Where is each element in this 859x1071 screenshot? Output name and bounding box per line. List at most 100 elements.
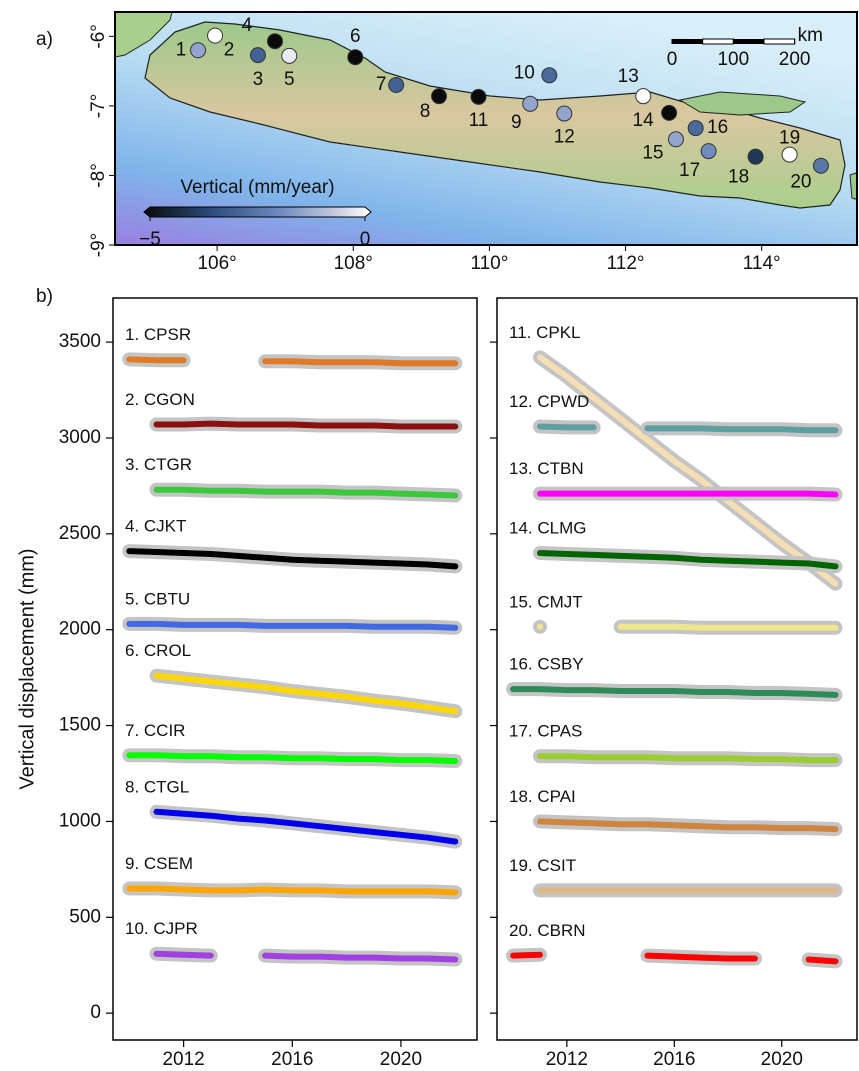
y-tick-label: -7° [88, 94, 109, 119]
series-label: 2. CGON [125, 390, 195, 409]
x-tick-label: 110° [470, 253, 508, 274]
series-label: 3. CTGR [125, 455, 192, 474]
station-label: 3 [253, 69, 264, 90]
x-tick-label: 112° [607, 253, 645, 274]
station [208, 28, 223, 43]
y-tick-label: -8° [88, 163, 109, 188]
figure: a)106°108°110°112°114°-6°-7°-8°-9°Vertic… [0, 0, 859, 1071]
series-label: 7. CCIR [125, 721, 185, 740]
colorbar-tick-label: −5 [139, 229, 161, 250]
series-label: 12. CPWD [509, 392, 589, 411]
x-tick-label: 2020 [380, 1049, 422, 1070]
series-label: 11. CPKL [509, 323, 581, 342]
y-tick-label: 1000 [59, 810, 101, 831]
station [471, 89, 486, 104]
y-tick-label: -6° [88, 24, 109, 49]
x-tick-label: 108° [334, 253, 373, 274]
colorbar-label: Vertical (mm/year) [180, 177, 334, 198]
station [701, 144, 716, 159]
series-line [157, 424, 456, 427]
panel-label: a) [36, 29, 53, 50]
scalebar-unit: km [798, 25, 823, 46]
station [432, 89, 447, 104]
station [542, 68, 557, 83]
scalebar-label: 0 [667, 49, 678, 70]
station-label: 5 [284, 69, 295, 90]
x-tick-label: 2016 [653, 1049, 695, 1070]
station-label: 14 [633, 110, 655, 131]
station-label: 18 [728, 167, 749, 188]
panel-label: b) [36, 286, 53, 307]
series-line [540, 494, 836, 495]
series-line [540, 756, 836, 760]
station-label: 6 [350, 26, 361, 47]
scalebar-segment [764, 39, 795, 44]
y-axis-label: Vertical displacement (mm) [16, 548, 38, 789]
station-label: 19 [779, 128, 800, 149]
series-line [129, 889, 455, 893]
series-line [540, 627, 836, 628]
station [191, 43, 206, 58]
x-tick-label: 2012 [162, 1049, 204, 1070]
station-label: 1 [176, 39, 187, 60]
x-tick-label: 106° [197, 253, 236, 274]
y-tick-label: 0 [90, 1002, 101, 1023]
station [748, 149, 763, 164]
scalebar-segment [733, 39, 764, 44]
station-label: 16 [707, 117, 728, 138]
series-label: 10. CJPR [125, 919, 198, 938]
station [668, 132, 683, 147]
station [557, 106, 572, 121]
scalebar-segment [703, 39, 734, 44]
series-label: 20. CBRN [509, 921, 586, 940]
station-label: 10 [514, 62, 535, 83]
station [813, 158, 828, 173]
y-tick-label: 500 [69, 906, 101, 927]
station-label: 15 [642, 142, 663, 163]
colorbar-tick-label: 0 [360, 229, 371, 250]
station [348, 50, 363, 65]
y-tick-label: 3500 [59, 331, 101, 352]
y-tick-label: 2000 [59, 619, 101, 640]
station [523, 96, 538, 111]
station-label: 11 [469, 110, 489, 131]
series-line [129, 624, 455, 628]
station [662, 105, 677, 120]
scalebar-label: 200 [779, 49, 811, 70]
station [636, 89, 651, 104]
series-label: 15. CMJT [509, 592, 583, 611]
colorbar [144, 207, 371, 217]
station-label: 13 [618, 66, 639, 87]
station-label: 20 [790, 172, 811, 193]
series-line [540, 427, 836, 431]
series-label: 13. CTBN [509, 459, 584, 478]
page: a)106°108°110°112°114°-6°-7°-8°-9°Vertic… [0, 0, 859, 1071]
scalebar-label: 100 [717, 49, 749, 70]
station-label: 12 [554, 127, 575, 148]
series-label: 8. CTGL [125, 777, 189, 796]
scalebar-segment [672, 39, 703, 44]
series-label: 4. CJKT [125, 517, 186, 536]
station-label: 9 [511, 112, 522, 133]
series-label: 17. CPAS [509, 722, 582, 741]
station-label: 8 [420, 101, 431, 122]
y-tick-label: 2500 [59, 523, 101, 544]
station-label: 7 [376, 74, 387, 95]
station [782, 147, 797, 162]
series-line [157, 676, 456, 712]
station-label: 4 [242, 15, 253, 36]
x-tick-label: 2020 [761, 1049, 803, 1070]
y-tick-label: 1500 [59, 715, 101, 736]
station [250, 48, 265, 63]
y-tick-label: -9° [88, 233, 109, 258]
series-label: 5. CBTU [125, 589, 190, 608]
series-label: 14. CLMG [509, 518, 586, 537]
station [267, 34, 282, 49]
series-label: 16. CSBY [509, 655, 584, 674]
series-label: 9. CSEM [125, 854, 193, 873]
series-label: 6. CROL [125, 641, 191, 660]
y-tick-label: 3000 [59, 427, 101, 448]
station-label: 2 [224, 40, 235, 61]
x-tick-label: 2012 [546, 1049, 588, 1070]
series-line [157, 812, 456, 842]
